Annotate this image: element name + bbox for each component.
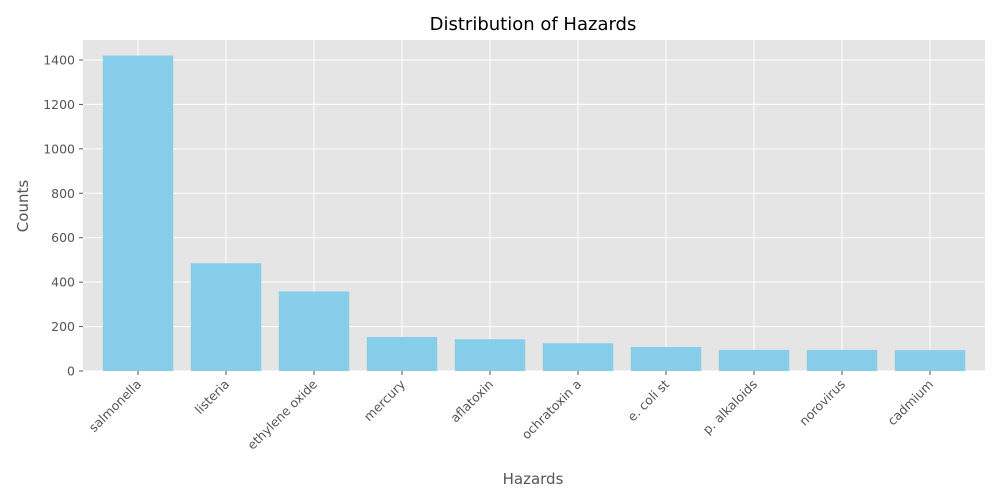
y-tick-label: 600 [51, 230, 75, 245]
x-tick-label: p. alkaloids [699, 377, 760, 438]
bar-cadmium [894, 350, 966, 371]
y-tick-label: 200 [51, 319, 75, 334]
x-tick-label: e. coli st [624, 376, 672, 424]
x-tick-label: salmonella [86, 377, 144, 435]
y-tick-label: 0 [67, 364, 75, 379]
y-tick-label: 1200 [43, 97, 75, 112]
x-tick-labels: salmonella listeria ethylene oxide mercury a… [86, 371, 936, 452]
bar-p-alkaloids [718, 349, 790, 371]
bars [102, 55, 966, 372]
bar-listeria [190, 263, 262, 371]
x-tick-label: aflatoxin [447, 377, 496, 426]
x-tick-label: cadmium [884, 377, 936, 429]
bar-e-coli-st [630, 347, 702, 371]
x-tick-label: ochratoxin a [518, 377, 584, 443]
x-tick-label: listeria [192, 377, 233, 418]
y-axis-label: Counts [14, 180, 32, 233]
y-tick-label: 400 [51, 275, 75, 290]
y-tick-labels: 0 200 400 600 800 1000 1200 1400 [43, 52, 83, 379]
bar-ethylene-oxide [278, 291, 350, 371]
bar-norovirus [806, 349, 878, 371]
bar-salmonella [102, 55, 174, 372]
y-tick-label: 1400 [43, 52, 75, 67]
x-tick-label: mercury [361, 376, 409, 424]
bar-aflatoxin [454, 339, 526, 371]
bar-mercury [366, 337, 438, 371]
x-tick-label: norovirus [796, 377, 848, 429]
y-tick-label: 800 [51, 186, 75, 201]
x-axis-label: Hazards [503, 470, 564, 488]
bar-ochratoxin-a [542, 343, 614, 371]
x-tick-label: ethylene oxide [244, 376, 320, 452]
chart-title: Distribution of Hazards [430, 14, 637, 35]
y-tick-label: 1000 [43, 141, 75, 156]
